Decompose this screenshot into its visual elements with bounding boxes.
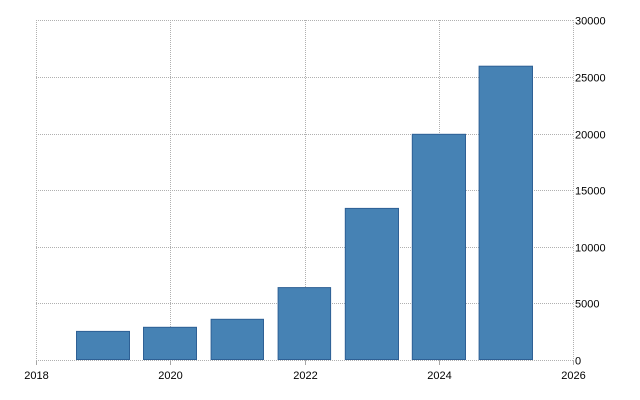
svg-text:10000: 10000 bbox=[575, 243, 606, 255]
svg-text:30000: 30000 bbox=[575, 16, 606, 28]
svg-text:2024: 2024 bbox=[427, 370, 451, 382]
svg-text:20000: 20000 bbox=[575, 130, 606, 142]
svg-text:2020: 2020 bbox=[158, 370, 182, 382]
svg-text:15000: 15000 bbox=[575, 186, 606, 198]
svg-text:2018: 2018 bbox=[24, 370, 48, 382]
svg-text:2026: 2026 bbox=[561, 370, 585, 382]
svg-text:25000: 25000 bbox=[575, 73, 606, 85]
svg-text:0: 0 bbox=[575, 356, 581, 368]
svg-text:2022: 2022 bbox=[293, 370, 317, 382]
svg-text:5000: 5000 bbox=[575, 299, 599, 311]
